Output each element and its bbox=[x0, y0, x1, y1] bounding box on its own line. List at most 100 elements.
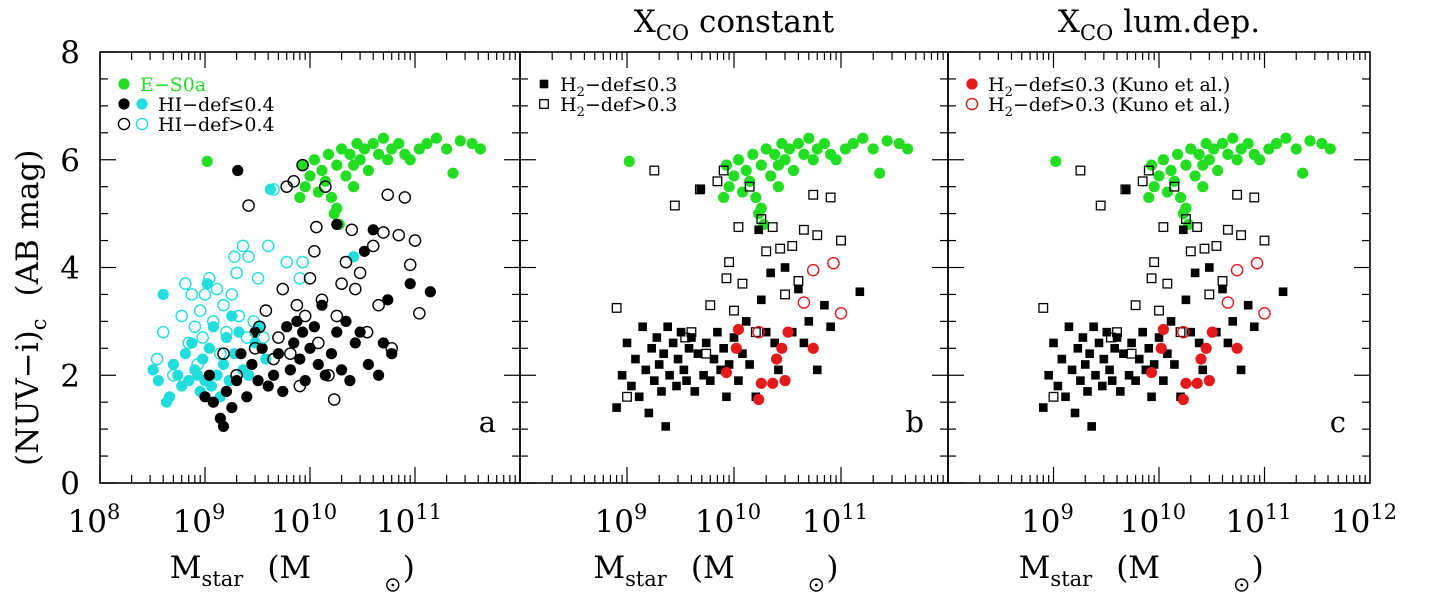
data-point bbox=[252, 375, 264, 387]
data-point bbox=[281, 321, 293, 333]
data-point bbox=[1221, 296, 1235, 309]
data-point bbox=[1180, 159, 1192, 171]
data-point bbox=[382, 154, 394, 166]
data-point bbox=[1144, 344, 1154, 353]
sun-symbol bbox=[1234, 578, 1249, 592]
x-axis-label-unit: (M bbox=[1116, 550, 1160, 586]
x-tick-base: 10 bbox=[68, 504, 107, 540]
x-tick-exponent: 10 bbox=[1159, 500, 1186, 524]
sun-symbol-dot bbox=[391, 583, 395, 587]
data-point bbox=[385, 342, 399, 355]
data-point bbox=[336, 143, 348, 155]
legend-label-pre: H bbox=[560, 94, 577, 116]
series-2 bbox=[1038, 165, 1270, 402]
panel-title-main: X bbox=[1058, 4, 1080, 40]
data-point bbox=[1091, 370, 1100, 380]
data-point bbox=[694, 184, 705, 195]
data-point bbox=[734, 376, 743, 385]
data-point bbox=[232, 309, 246, 323]
legend-marker bbox=[965, 97, 979, 111]
data-point bbox=[1180, 377, 1192, 389]
data-point bbox=[1038, 302, 1049, 313]
data-point bbox=[308, 321, 320, 333]
data-point bbox=[362, 358, 375, 371]
data-point bbox=[755, 159, 767, 171]
data-point bbox=[755, 202, 767, 214]
data-point bbox=[291, 315, 303, 327]
data-point bbox=[349, 337, 361, 349]
data-point bbox=[325, 348, 338, 360]
legend-label: H2−def>0.3 bbox=[560, 94, 677, 120]
data-point bbox=[1083, 387, 1092, 396]
x-tick-base: 10 bbox=[1225, 504, 1264, 540]
data-point bbox=[1067, 365, 1077, 375]
data-point bbox=[172, 369, 184, 381]
data-point bbox=[753, 393, 765, 406]
data-point bbox=[288, 337, 300, 349]
data-point bbox=[354, 154, 366, 166]
legend-marker bbox=[966, 78, 978, 90]
data-point bbox=[1124, 370, 1134, 380]
data-point bbox=[699, 370, 708, 380]
data-point bbox=[196, 331, 209, 344]
data-point bbox=[1057, 354, 1067, 364]
data-point bbox=[623, 155, 635, 167]
data-point bbox=[1080, 360, 1090, 369]
data-point bbox=[242, 199, 255, 212]
data-point bbox=[353, 266, 367, 280]
data-point bbox=[339, 255, 353, 269]
data-point bbox=[232, 164, 244, 177]
data-point bbox=[1206, 326, 1218, 338]
data-point bbox=[1185, 246, 1196, 257]
data-point bbox=[230, 368, 243, 382]
data-point bbox=[226, 401, 238, 414]
data-point bbox=[392, 228, 406, 242]
data-point bbox=[1193, 148, 1205, 160]
data-point bbox=[1198, 365, 1208, 375]
legend-label: H2−def≤0.3 bbox=[560, 74, 677, 100]
legend-label-sub: 2 bbox=[1005, 85, 1013, 100]
data-point bbox=[1147, 392, 1156, 402]
data-point bbox=[827, 256, 840, 270]
data-point bbox=[474, 143, 487, 155]
legend-marker bbox=[136, 98, 148, 110]
data-point bbox=[740, 164, 752, 177]
data-point bbox=[366, 239, 380, 253]
data-point bbox=[335, 277, 348, 290]
data-point bbox=[721, 273, 732, 284]
data-point bbox=[310, 220, 323, 234]
data-point bbox=[241, 391, 253, 403]
data-point bbox=[304, 342, 316, 354]
data-point bbox=[1254, 154, 1266, 166]
data-point bbox=[1078, 333, 1088, 342]
data-point bbox=[1231, 342, 1243, 354]
data-point bbox=[1204, 289, 1215, 300]
data-point bbox=[193, 304, 207, 317]
legend-label-pre: H bbox=[988, 94, 1005, 116]
data-point bbox=[617, 370, 627, 380]
data-point bbox=[857, 132, 869, 144]
data-point bbox=[175, 309, 189, 323]
data-point bbox=[693, 349, 703, 358]
panel-title: XCO constant bbox=[634, 4, 835, 45]
data-point bbox=[686, 327, 697, 338]
data-point bbox=[1243, 300, 1253, 310]
data-point bbox=[345, 223, 359, 237]
data-point bbox=[1222, 224, 1233, 235]
data-point bbox=[756, 214, 767, 224]
data-point bbox=[1130, 300, 1141, 311]
data-point bbox=[207, 396, 219, 408]
data-point bbox=[377, 132, 389, 144]
data-point bbox=[719, 344, 728, 353]
data-point bbox=[235, 348, 247, 360]
data-point bbox=[1228, 317, 1238, 326]
data-point bbox=[836, 235, 846, 246]
data-point bbox=[757, 295, 766, 305]
data-point bbox=[713, 327, 722, 337]
series-3 bbox=[1177, 256, 1271, 339]
data-point bbox=[1236, 230, 1247, 241]
series-1 bbox=[1038, 185, 1288, 431]
y-axis-label-sub: c bbox=[27, 319, 51, 331]
legend-marker bbox=[117, 117, 131, 131]
